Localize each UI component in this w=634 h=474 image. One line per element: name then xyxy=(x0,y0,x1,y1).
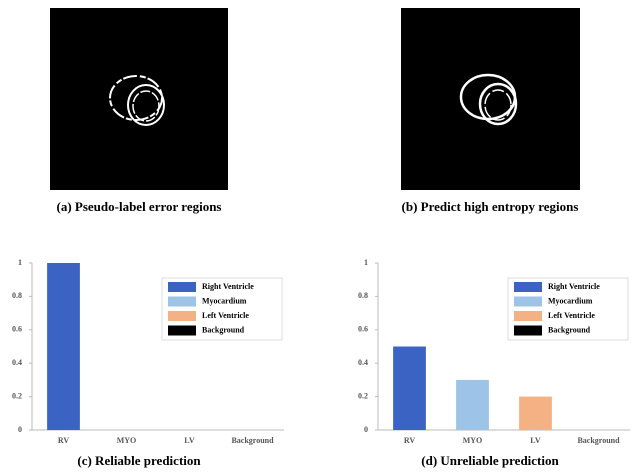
y-tick-label: 0.8 xyxy=(358,291,368,300)
legend-label: Left Ventricle xyxy=(548,311,595,320)
y-tick-label: 0 xyxy=(364,425,368,434)
x-tick-label: RV xyxy=(404,436,415,445)
figure: (a) Pseudo-label error regions (b) Predi… xyxy=(0,0,634,474)
caption: (c) Reliable prediction xyxy=(77,453,201,468)
image-b xyxy=(401,8,580,190)
x-tick-label: MYO xyxy=(117,436,137,445)
y-tick-label: 0.2 xyxy=(12,391,22,400)
legend-label: Myocardium xyxy=(202,296,247,305)
legend-label: Background xyxy=(202,325,245,334)
caption: (a) Pseudo-label error regions xyxy=(56,199,221,214)
x-tick-label: Background xyxy=(231,436,274,445)
x-tick-label: LV xyxy=(184,436,195,445)
caption: (d) Unreliable prediction xyxy=(421,453,559,468)
x-tick-label: MYO xyxy=(463,436,483,445)
bar xyxy=(47,263,80,430)
y-tick-label: 0.6 xyxy=(358,325,368,334)
x-tick-label: RV xyxy=(58,436,69,445)
y-tick-label: 0.6 xyxy=(12,325,22,334)
legend-label: Background xyxy=(548,325,591,334)
legend-swatch xyxy=(168,311,196,321)
legend-swatch xyxy=(514,297,542,307)
bar xyxy=(393,347,426,431)
legend-swatch xyxy=(168,326,196,336)
legend-label: Left Ventricle xyxy=(202,311,249,320)
bar xyxy=(456,380,489,430)
legend-swatch xyxy=(514,326,542,336)
y-tick-label: 0.4 xyxy=(12,358,22,367)
legend-label: Right Ventricle xyxy=(202,282,254,291)
legend-label: Right Ventricle xyxy=(548,282,600,291)
y-tick-label: 1 xyxy=(364,258,368,267)
legend-label: Myocardium xyxy=(548,296,593,305)
y-tick-label: 1 xyxy=(18,258,22,267)
legend-swatch xyxy=(514,282,542,292)
y-tick-label: 0 xyxy=(18,425,22,434)
caption: (b) Predict high entropy regions xyxy=(402,199,579,214)
legend-swatch xyxy=(168,282,196,292)
bar xyxy=(519,397,552,430)
y-tick-label: 0.4 xyxy=(358,358,368,367)
legend-swatch xyxy=(168,297,196,307)
image-a xyxy=(50,8,228,190)
y-tick-label: 0.8 xyxy=(12,291,22,300)
legend-swatch xyxy=(514,311,542,321)
y-tick-label: 0.2 xyxy=(358,391,368,400)
x-tick-label: LV xyxy=(530,436,541,445)
x-tick-label: Background xyxy=(577,436,620,445)
